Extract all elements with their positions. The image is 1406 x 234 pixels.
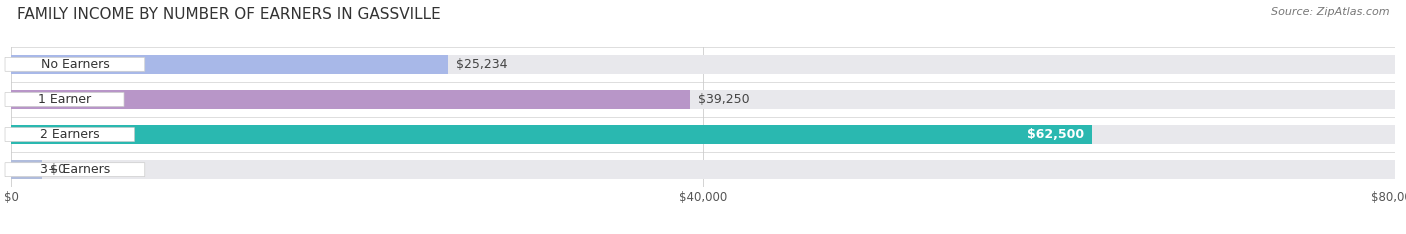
Bar [11,125,1092,144]
Text: 1 Earner: 1 Earner [38,93,91,106]
Text: $62,500: $62,500 [1026,128,1084,141]
Bar [11,125,1395,144]
Bar [11,55,1395,74]
Text: 2 Earners: 2 Earners [39,128,100,141]
Bar [11,160,42,179]
Bar [11,55,447,74]
FancyBboxPatch shape [6,163,145,177]
Text: 3+ Earners: 3+ Earners [39,163,110,176]
Text: No Earners: No Earners [41,58,110,71]
FancyBboxPatch shape [6,92,124,106]
Text: FAMILY INCOME BY NUMBER OF EARNERS IN GASSVILLE: FAMILY INCOME BY NUMBER OF EARNERS IN GA… [17,7,440,22]
Text: $25,234: $25,234 [456,58,508,71]
Text: $39,250: $39,250 [699,93,749,106]
Text: Source: ZipAtlas.com: Source: ZipAtlas.com [1271,7,1389,17]
Bar [11,160,1395,179]
Text: $0: $0 [51,163,66,176]
Bar [11,90,1395,109]
FancyBboxPatch shape [6,57,145,71]
Bar [11,90,690,109]
FancyBboxPatch shape [6,128,135,142]
